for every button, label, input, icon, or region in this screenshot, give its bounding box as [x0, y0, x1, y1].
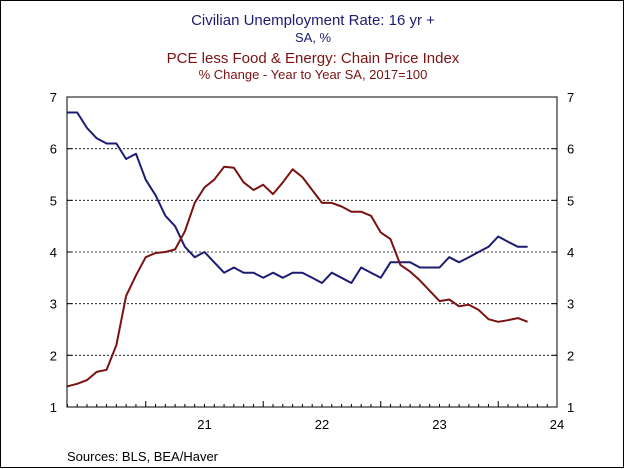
- series-layer: [67, 111, 528, 388]
- y-tick-label-right: 1: [567, 400, 574, 415]
- y-tick-label-left: 5: [50, 193, 57, 208]
- x-tick-label: 21: [197, 417, 211, 432]
- chart-title-line-3: PCE less Food & Energy: Chain Price Inde…: [167, 50, 460, 67]
- y-tick-label-left: 4: [50, 245, 57, 260]
- y-tick-label-left: 2: [50, 348, 57, 363]
- y-tick-label-right: 7: [567, 90, 574, 105]
- source-note: Sources: BLS, BEA/Haver: [67, 449, 219, 464]
- x-tick-label: 24: [550, 417, 564, 432]
- x-tick-label: 22: [315, 417, 329, 432]
- y-axis-left: 1 2 3 4 5 6 7: [50, 90, 72, 415]
- y-tick-label-right: 6: [567, 142, 574, 157]
- chart-titles: Civilian Unemployment Rate: 16 yr +SA, %…: [167, 12, 460, 82]
- y-tick-label-left: 3: [50, 297, 57, 312]
- y-axis-right: 1 2 3 4 5 6 7: [552, 90, 574, 415]
- series-line-1: [67, 111, 528, 284]
- y-tick-label-left: 1: [50, 400, 57, 415]
- chart-title-line-1: Civilian Unemployment Rate: 16 yr +: [191, 12, 435, 29]
- y-tick-label-right: 5: [567, 193, 574, 208]
- y-tick-label-right: 4: [567, 245, 574, 260]
- y-tick-label-right: 2: [567, 348, 574, 363]
- x-tick-label: 23: [432, 417, 446, 432]
- chart-title-line-2: SA, %: [295, 30, 332, 45]
- y-tick-label-right: 3: [567, 297, 574, 312]
- series-line-2: [67, 165, 528, 388]
- y-tick-label-left: 7: [50, 90, 57, 105]
- x-axis: 21 22 23 24: [66, 401, 564, 432]
- chart-title-line-4: % Change - Year to Year SA, 2017=100: [199, 67, 428, 82]
- chart-grid: [67, 148, 557, 356]
- y-tick-label-left: 6: [50, 142, 57, 157]
